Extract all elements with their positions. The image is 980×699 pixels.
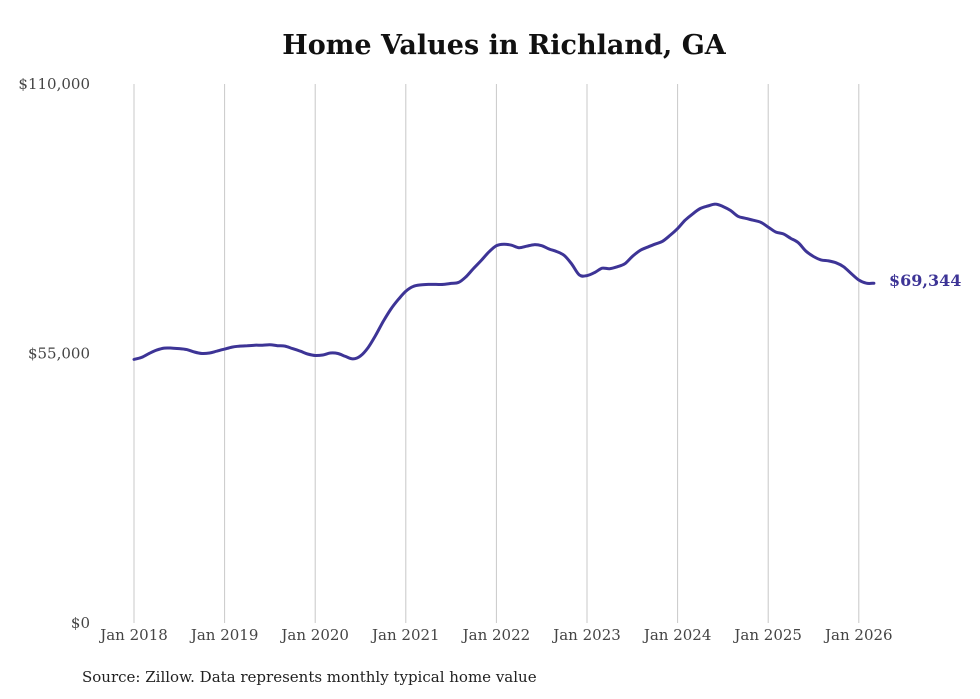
- x-tick-label: Jan 2022: [461, 626, 531, 644]
- y-tick-label: $0: [71, 614, 90, 632]
- y-tick-label: $110,000: [18, 75, 90, 93]
- x-tick-label: Jan 2025: [732, 626, 802, 644]
- series-line: [132, 202, 876, 361]
- x-tick-label: Jan 2023: [551, 626, 621, 644]
- end-value-label-layer: $69,344: [889, 271, 961, 290]
- y-tick-label: $55,000: [28, 345, 90, 363]
- x-tick-label: Jan 2019: [189, 626, 259, 644]
- end-value-label: $69,344: [889, 271, 961, 290]
- x-tick-label: Jan 2020: [279, 626, 349, 644]
- chart-title: Home Values in Richland, GA: [282, 30, 726, 61]
- x-tick-label: Jan 2021: [370, 626, 440, 644]
- y-axis-tick-labels: $0 $55,000 $110,000: [18, 75, 90, 632]
- series-layer: [132, 202, 876, 361]
- x-tick-label: Jan 2018: [98, 626, 168, 644]
- vertical-gridlines: [133, 84, 860, 623]
- x-tick-label: Jan 2026: [823, 626, 893, 644]
- source-note: Source: Zillow. Data represents monthly …: [82, 668, 537, 686]
- x-tick-label: Jan 2024: [642, 626, 712, 644]
- x-axis-tick-labels: Jan 2018 Jan 2019 Jan 2020 Jan 2021 Jan 2022…: [98, 626, 892, 644]
